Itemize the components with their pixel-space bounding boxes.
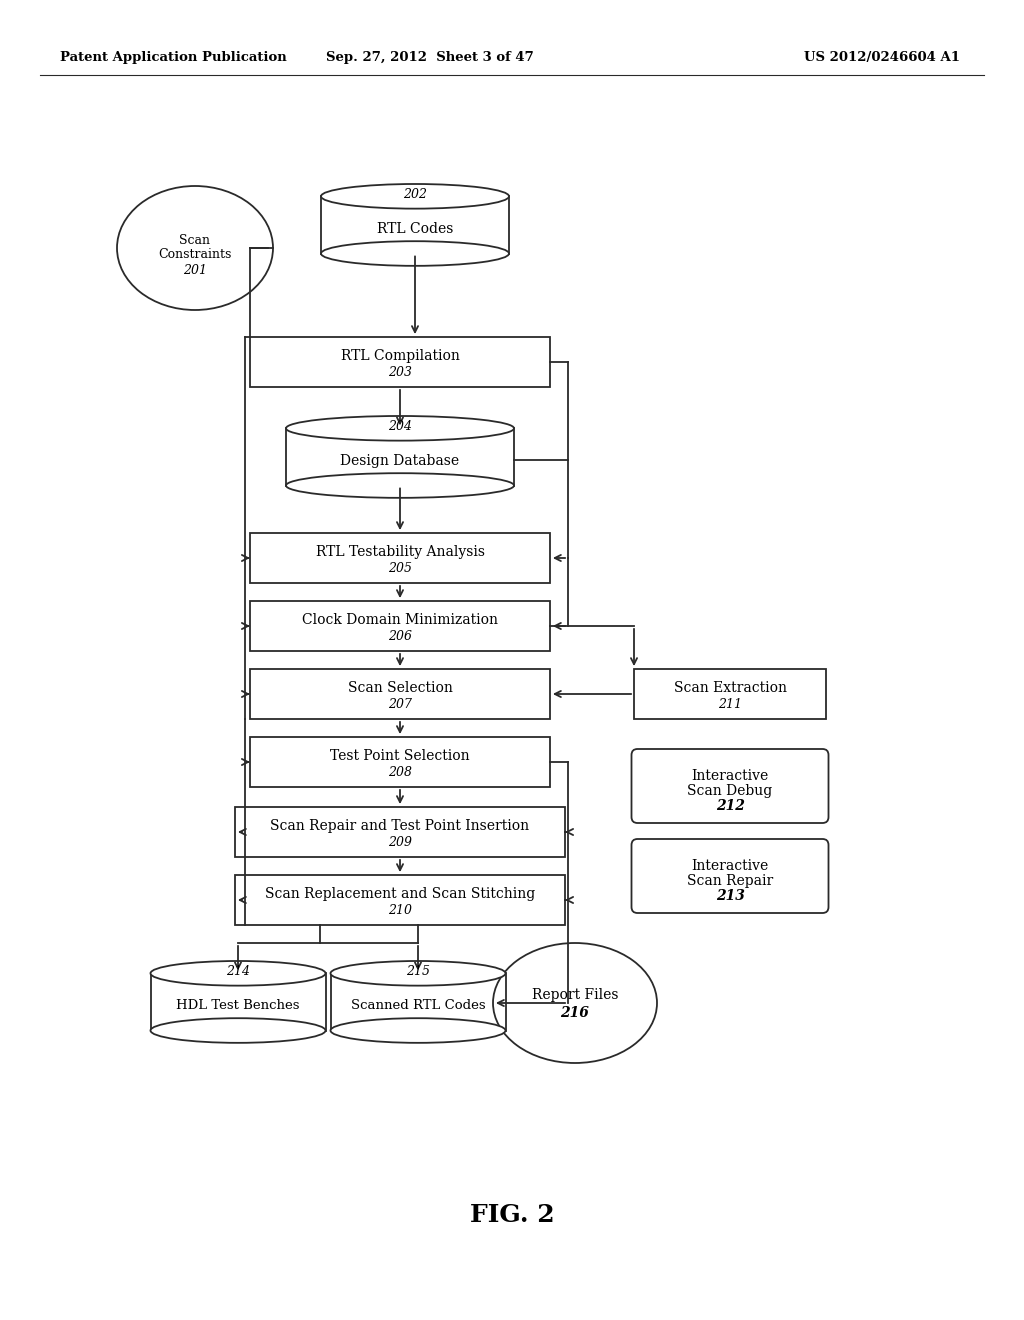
Text: Report Files: Report Files: [531, 987, 618, 1002]
Bar: [234, 807, 565, 857]
Text: Clock Domain Minimization: Clock Domain Minimization: [302, 612, 498, 627]
Text: 204: 204: [388, 420, 412, 433]
Text: Scan Extraction: Scan Extraction: [674, 681, 786, 696]
Text: Interactive: Interactive: [691, 770, 769, 783]
Text: Scan Repair: Scan Repair: [687, 874, 773, 888]
Text: Scan: Scan: [179, 234, 211, 247]
Bar: [331, 973, 506, 1031]
Ellipse shape: [151, 961, 326, 986]
Bar: [250, 533, 550, 583]
Ellipse shape: [331, 1018, 506, 1043]
Text: 211: 211: [718, 697, 742, 710]
Text: 215: 215: [406, 965, 430, 978]
Text: 214: 214: [226, 965, 250, 978]
Text: Scan Debug: Scan Debug: [687, 784, 773, 799]
Text: Constraints: Constraints: [159, 248, 231, 261]
Text: RTL Testability Analysis: RTL Testability Analysis: [315, 545, 484, 558]
Bar: [286, 428, 514, 486]
Bar: [634, 669, 826, 719]
Text: 201: 201: [183, 264, 207, 276]
Text: 210: 210: [388, 903, 412, 916]
Text: Scan Repair and Test Point Insertion: Scan Repair and Test Point Insertion: [270, 818, 529, 833]
Bar: [151, 973, 326, 1031]
Text: 213: 213: [716, 888, 744, 903]
Text: HDL Test Benches: HDL Test Benches: [176, 999, 300, 1012]
Ellipse shape: [321, 183, 509, 209]
Text: 202: 202: [403, 187, 427, 201]
Bar: [234, 875, 565, 925]
Bar: [250, 669, 550, 719]
Text: Interactive: Interactive: [691, 859, 769, 873]
Text: FIG. 2: FIG. 2: [470, 1203, 554, 1228]
Text: 206: 206: [388, 630, 412, 643]
Text: Scan Replacement and Scan Stitching: Scan Replacement and Scan Stitching: [265, 887, 536, 902]
Ellipse shape: [286, 416, 514, 441]
Text: RTL Codes: RTL Codes: [377, 222, 454, 236]
FancyBboxPatch shape: [632, 840, 828, 913]
Bar: [250, 337, 550, 387]
Ellipse shape: [493, 942, 657, 1063]
Text: 205: 205: [388, 561, 412, 574]
Text: Sep. 27, 2012  Sheet 3 of 47: Sep. 27, 2012 Sheet 3 of 47: [326, 51, 534, 65]
Text: 209: 209: [388, 836, 412, 849]
Ellipse shape: [151, 1018, 326, 1043]
Text: Scanned RTL Codes: Scanned RTL Codes: [350, 999, 485, 1012]
Text: US 2012/0246604 A1: US 2012/0246604 A1: [804, 51, 961, 65]
Ellipse shape: [286, 473, 514, 498]
Text: 207: 207: [388, 697, 412, 710]
Text: Patent Application Publication: Patent Application Publication: [60, 51, 287, 65]
Ellipse shape: [321, 242, 509, 265]
Ellipse shape: [117, 186, 273, 310]
Text: Scan Selection: Scan Selection: [347, 681, 453, 696]
Text: Design Database: Design Database: [340, 454, 460, 467]
Text: Test Point Selection: Test Point Selection: [330, 748, 470, 763]
Bar: [250, 601, 550, 651]
Text: 208: 208: [388, 766, 412, 779]
Text: RTL Compilation: RTL Compilation: [341, 348, 460, 363]
Text: 203: 203: [388, 366, 412, 379]
Bar: [250, 737, 550, 787]
Ellipse shape: [331, 961, 506, 986]
Bar: [321, 197, 509, 253]
Text: 212: 212: [716, 799, 744, 813]
FancyBboxPatch shape: [632, 748, 828, 822]
Text: 216: 216: [560, 1006, 590, 1020]
